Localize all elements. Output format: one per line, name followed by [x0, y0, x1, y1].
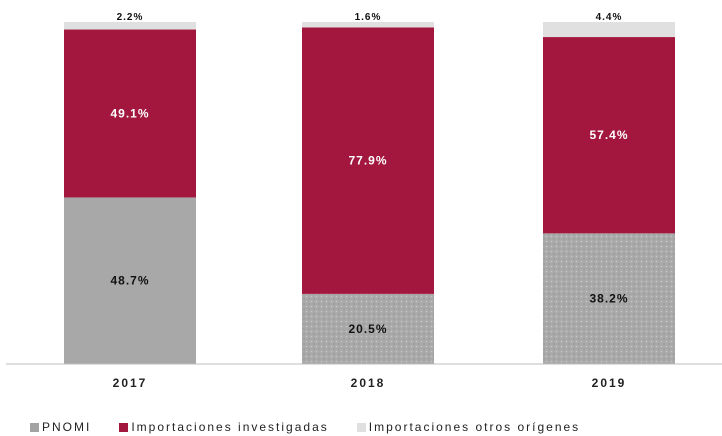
bar-segment-pnomi-2017	[64, 197, 196, 364]
data-label-importaciones-otros-2019: 4.4%	[596, 12, 623, 23]
legend-item-pnomi: PNOMI	[30, 420, 91, 434]
x-tick-label-2018: 2018	[351, 376, 386, 390]
bar-segment-importaciones-investigadas-2019	[543, 37, 675, 234]
data-label-importaciones-investigadas-2019: 57.4%	[589, 128, 628, 142]
legend-swatch-pnomi	[30, 422, 39, 432]
data-label-importaciones-investigadas-2017: 49.1%	[110, 106, 149, 120]
data-label-importaciones-otros-2018: 1.6%	[355, 12, 382, 23]
data-label-importaciones-otros-2017: 2.2%	[117, 12, 144, 23]
legend-label-importaciones-investigadas: Importaciones investigadas	[131, 420, 329, 434]
legend-swatch-importaciones-investigadas	[119, 422, 129, 432]
legend-item-importaciones-investigadas: Importaciones investigadas	[119, 420, 328, 434]
bar-segment-pnomi-2018	[302, 293, 434, 364]
bar-segment-importaciones-otros-2018	[302, 22, 434, 28]
data-label-pnomi-2017: 48.7%	[110, 274, 149, 288]
legend-label-importaciones-otros: Importaciones otros orígenes	[368, 420, 581, 434]
chart-legend: PNOMI Importaciones investigadas Importa…	[30, 419, 580, 435]
data-label-pnomi-2019: 38.2%	[589, 292, 628, 306]
x-tick-label-2017: 2017	[113, 376, 148, 390]
bar-segment-pnomi-2019	[543, 233, 675, 364]
legend-swatch-importaciones-otros	[356, 422, 366, 432]
bar-segment-importaciones-otros-2017	[64, 22, 196, 30]
bar-segment-importaciones-otros-2019	[543, 22, 675, 38]
bar-segment-importaciones-investigadas-2017	[64, 29, 196, 198]
data-label-importaciones-investigadas-2018: 77.9%	[348, 154, 387, 168]
legend-label-pnomi: PNOMI	[42, 420, 92, 434]
legend-item-importaciones-otros: Importaciones otros orígenes	[356, 420, 581, 434]
data-label-pnomi-2018: 20.5%	[348, 322, 387, 336]
bar-segment-importaciones-investigadas-2018	[302, 27, 434, 294]
x-tick-label-2019: 2019	[592, 376, 627, 390]
